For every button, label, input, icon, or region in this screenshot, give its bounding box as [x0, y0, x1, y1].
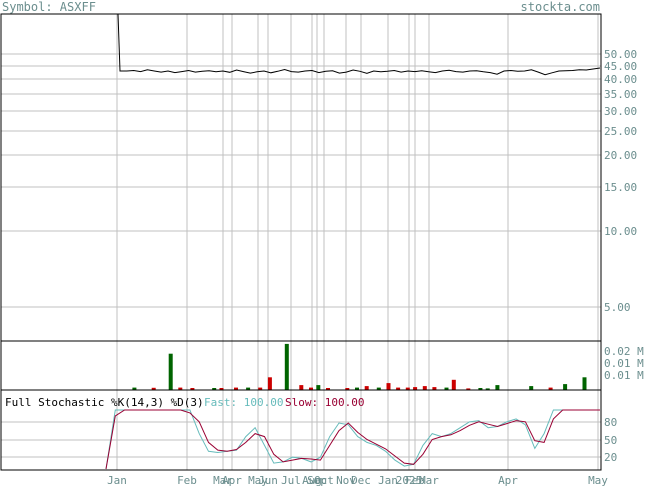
stochastic-slow-line	[105, 409, 600, 470]
price-panel-border	[0, 13, 602, 342]
volume-bar	[212, 388, 217, 390]
volume-bar	[444, 387, 449, 390]
volume-bar	[485, 388, 490, 390]
x-tick-label: Jan	[107, 474, 127, 486]
x-tick-label: Aug	[302, 474, 322, 486]
price-y-tick-label: 15.00	[604, 181, 637, 194]
volume-bar	[234, 387, 238, 390]
volume-bar	[309, 387, 313, 390]
volume-grid	[116, 341, 599, 390]
volume-y-tick-label: 0.01 M	[604, 369, 644, 382]
volume-bars	[132, 343, 587, 390]
price-y-tick-label: 40.00	[604, 73, 637, 86]
volume-bar	[529, 386, 534, 390]
stochastic-y-ticks: 80 50 20	[604, 416, 617, 464]
volume-bar	[219, 388, 224, 390]
x-tick-label: Apr	[222, 474, 242, 486]
volume-bar	[386, 383, 391, 390]
stochastic-fast-label: Fast: 100.00	[204, 396, 283, 409]
stochastic-y-tick-label: 20	[604, 451, 617, 464]
price-y-tick-label: 50.00	[604, 48, 637, 61]
volume-bar	[495, 385, 500, 390]
volume-bar	[178, 387, 183, 390]
volume-bar	[258, 387, 263, 390]
x-tick-label: Jan	[378, 474, 398, 486]
volume-bar	[284, 343, 289, 390]
volume-bar	[345, 388, 350, 390]
volume-bar	[326, 388, 330, 390]
volume-bar	[267, 377, 272, 390]
x-tick-label: Dec	[351, 474, 371, 486]
volume-bar	[168, 353, 173, 390]
x-tick-label: Feb	[405, 474, 425, 486]
price-y-tick-label: 5.00	[604, 301, 631, 314]
volume-bar	[299, 385, 304, 390]
price-y-tick-label: 30.00	[604, 105, 637, 118]
volume-bar	[451, 379, 456, 390]
stochastic-grid	[1, 390, 601, 470]
volume-bar	[478, 388, 483, 390]
volume-panel: 0.02 M0.01 M0.01 M	[0, 340, 644, 391]
x-tick-label: May	[248, 474, 268, 486]
x-tick-label: Jul	[281, 474, 301, 486]
volume-bar	[422, 386, 427, 390]
volume-bar	[190, 388, 195, 390]
stochastic-slow-label: Slow: 100.00	[285, 396, 364, 409]
volume-bar	[405, 387, 410, 390]
volume-bar	[413, 387, 418, 390]
price-y-tick-label: 10.00	[604, 225, 637, 238]
symbol-label: Symbol: ASXFF	[2, 0, 96, 14]
volume-panel-border	[0, 340, 602, 391]
price-grid	[1, 14, 601, 341]
stochastic-y-tick-label: 80	[604, 416, 617, 429]
volume-y-tick-label: 0.02 M	[604, 345, 644, 358]
price-y-tick-label: 45.00	[604, 60, 637, 73]
volume-bar	[364, 386, 369, 390]
x-tick-label: May	[588, 474, 608, 486]
stochastic-y-tick-label: 50	[604, 434, 617, 447]
price-y-tick-label: 25.00	[604, 125, 637, 138]
volume-y-tick-label: 0.01 M	[604, 357, 644, 370]
stochastic-panel-border	[0, 389, 602, 471]
price-line	[117, 13, 601, 76]
stochastic-fast-line	[105, 409, 600, 470]
price-y-tick-label: 35.00	[604, 88, 637, 101]
volume-bar	[376, 387, 381, 390]
x-tick-label: Feb	[177, 474, 197, 486]
volume-y-ticks: 0.02 M0.01 M0.01 M	[604, 345, 644, 382]
x-tick-label: Apr	[498, 474, 518, 486]
stochastic-title: Full Stochastic %K(14,3) %D(3)	[5, 396, 204, 409]
volume-bar	[432, 387, 437, 390]
volume-bar	[396, 387, 401, 390]
price-y-tick-label: 20.00	[604, 149, 637, 162]
stochastic-panel: 80 50 20 Full Stochastic %K(14,3) %D(3) Fa…	[0, 389, 617, 471]
site-label: stockta.com	[521, 0, 600, 14]
volume-bar	[548, 387, 553, 390]
x-tick-label: 2025	[396, 474, 423, 486]
volume-bar	[355, 387, 359, 390]
x-tick-label: Oct	[314, 474, 334, 486]
x-tick-label: Mar	[213, 474, 233, 486]
volume-bar	[582, 377, 587, 390]
volume-bar	[151, 387, 156, 390]
volume-bar	[316, 385, 321, 390]
x-tick-label: Jun	[258, 474, 278, 486]
volume-bar	[246, 387, 251, 390]
volume-bar	[563, 384, 568, 390]
volume-bar	[132, 387, 137, 390]
x-tick-label: Mar	[419, 474, 439, 486]
x-tick-label: Nov	[336, 474, 356, 486]
volume-bar	[466, 388, 471, 390]
x-tick-label: Sep	[307, 474, 327, 486]
